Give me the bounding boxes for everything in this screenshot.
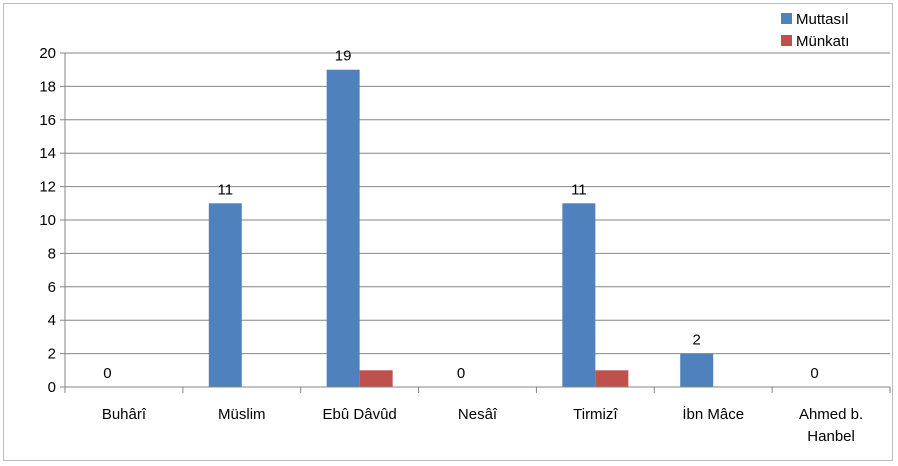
gridlines [65, 52, 890, 355]
y-axis-ticks: 0 2 4 6 8 10 12 14 16 18 20 [39, 45, 65, 396]
y-tick-label: 0 [48, 379, 56, 396]
bars [208, 69, 714, 387]
bar-m-nkat--2 [359, 370, 393, 387]
legend-label: Muttasıl [796, 11, 849, 28]
data-label: 0 [810, 365, 818, 382]
data-label: 11 [571, 181, 587, 198]
legend-label: Münkatı [796, 33, 849, 50]
y-tick-label: 20 [39, 45, 56, 62]
x-tick-label: Müslim [218, 406, 266, 423]
bar-muttas-l-5 [680, 353, 714, 387]
data-label: 0 [457, 365, 465, 382]
x-axis-ticks: Buhârî Müslim Ebû Dâvûd Nesâî Tirmizî İbn Mâc… [64, 387, 891, 445]
x-tick-label: Nesâî [458, 406, 498, 423]
data-label: 2 [693, 332, 701, 349]
y-tick-label: 4 [48, 312, 56, 329]
y-tick-label: 16 [39, 112, 56, 129]
chart-frame [3, 3, 893, 461]
data-label: 11 [217, 181, 233, 198]
y-tick-label: 14 [39, 145, 56, 162]
y-tick-label: 2 [48, 346, 56, 363]
x-tick-label: Ebû Dâvûd [323, 406, 397, 423]
legend: Muttasıl Münkatı [781, 11, 849, 50]
data-labels: 0 11 19 0 11 2 0 [103, 48, 818, 382]
y-tick-label: 8 [48, 245, 56, 262]
bar-muttas-l-2 [326, 69, 360, 387]
y-tick-label: 12 [39, 179, 56, 196]
y-tick-label: 6 [48, 279, 56, 296]
y-tick-label: 10 [39, 212, 56, 229]
legend-swatch [781, 13, 792, 24]
bar-m-nkat--4 [595, 370, 629, 387]
bar-muttas-l-4 [562, 203, 596, 387]
bar-muttas-l-1 [208, 203, 242, 387]
data-label: 0 [103, 365, 111, 382]
x-tick-label: İbn Mâce [682, 405, 744, 423]
x-tick-label: Tirmizî [573, 406, 618, 423]
data-label: 19 [335, 48, 352, 65]
x-tick-label: Ahmed b. Hanbel [799, 406, 863, 445]
y-tick-label: 18 [39, 78, 56, 95]
legend-swatch [781, 35, 792, 46]
x-tick-label: Buhârî [102, 406, 147, 423]
